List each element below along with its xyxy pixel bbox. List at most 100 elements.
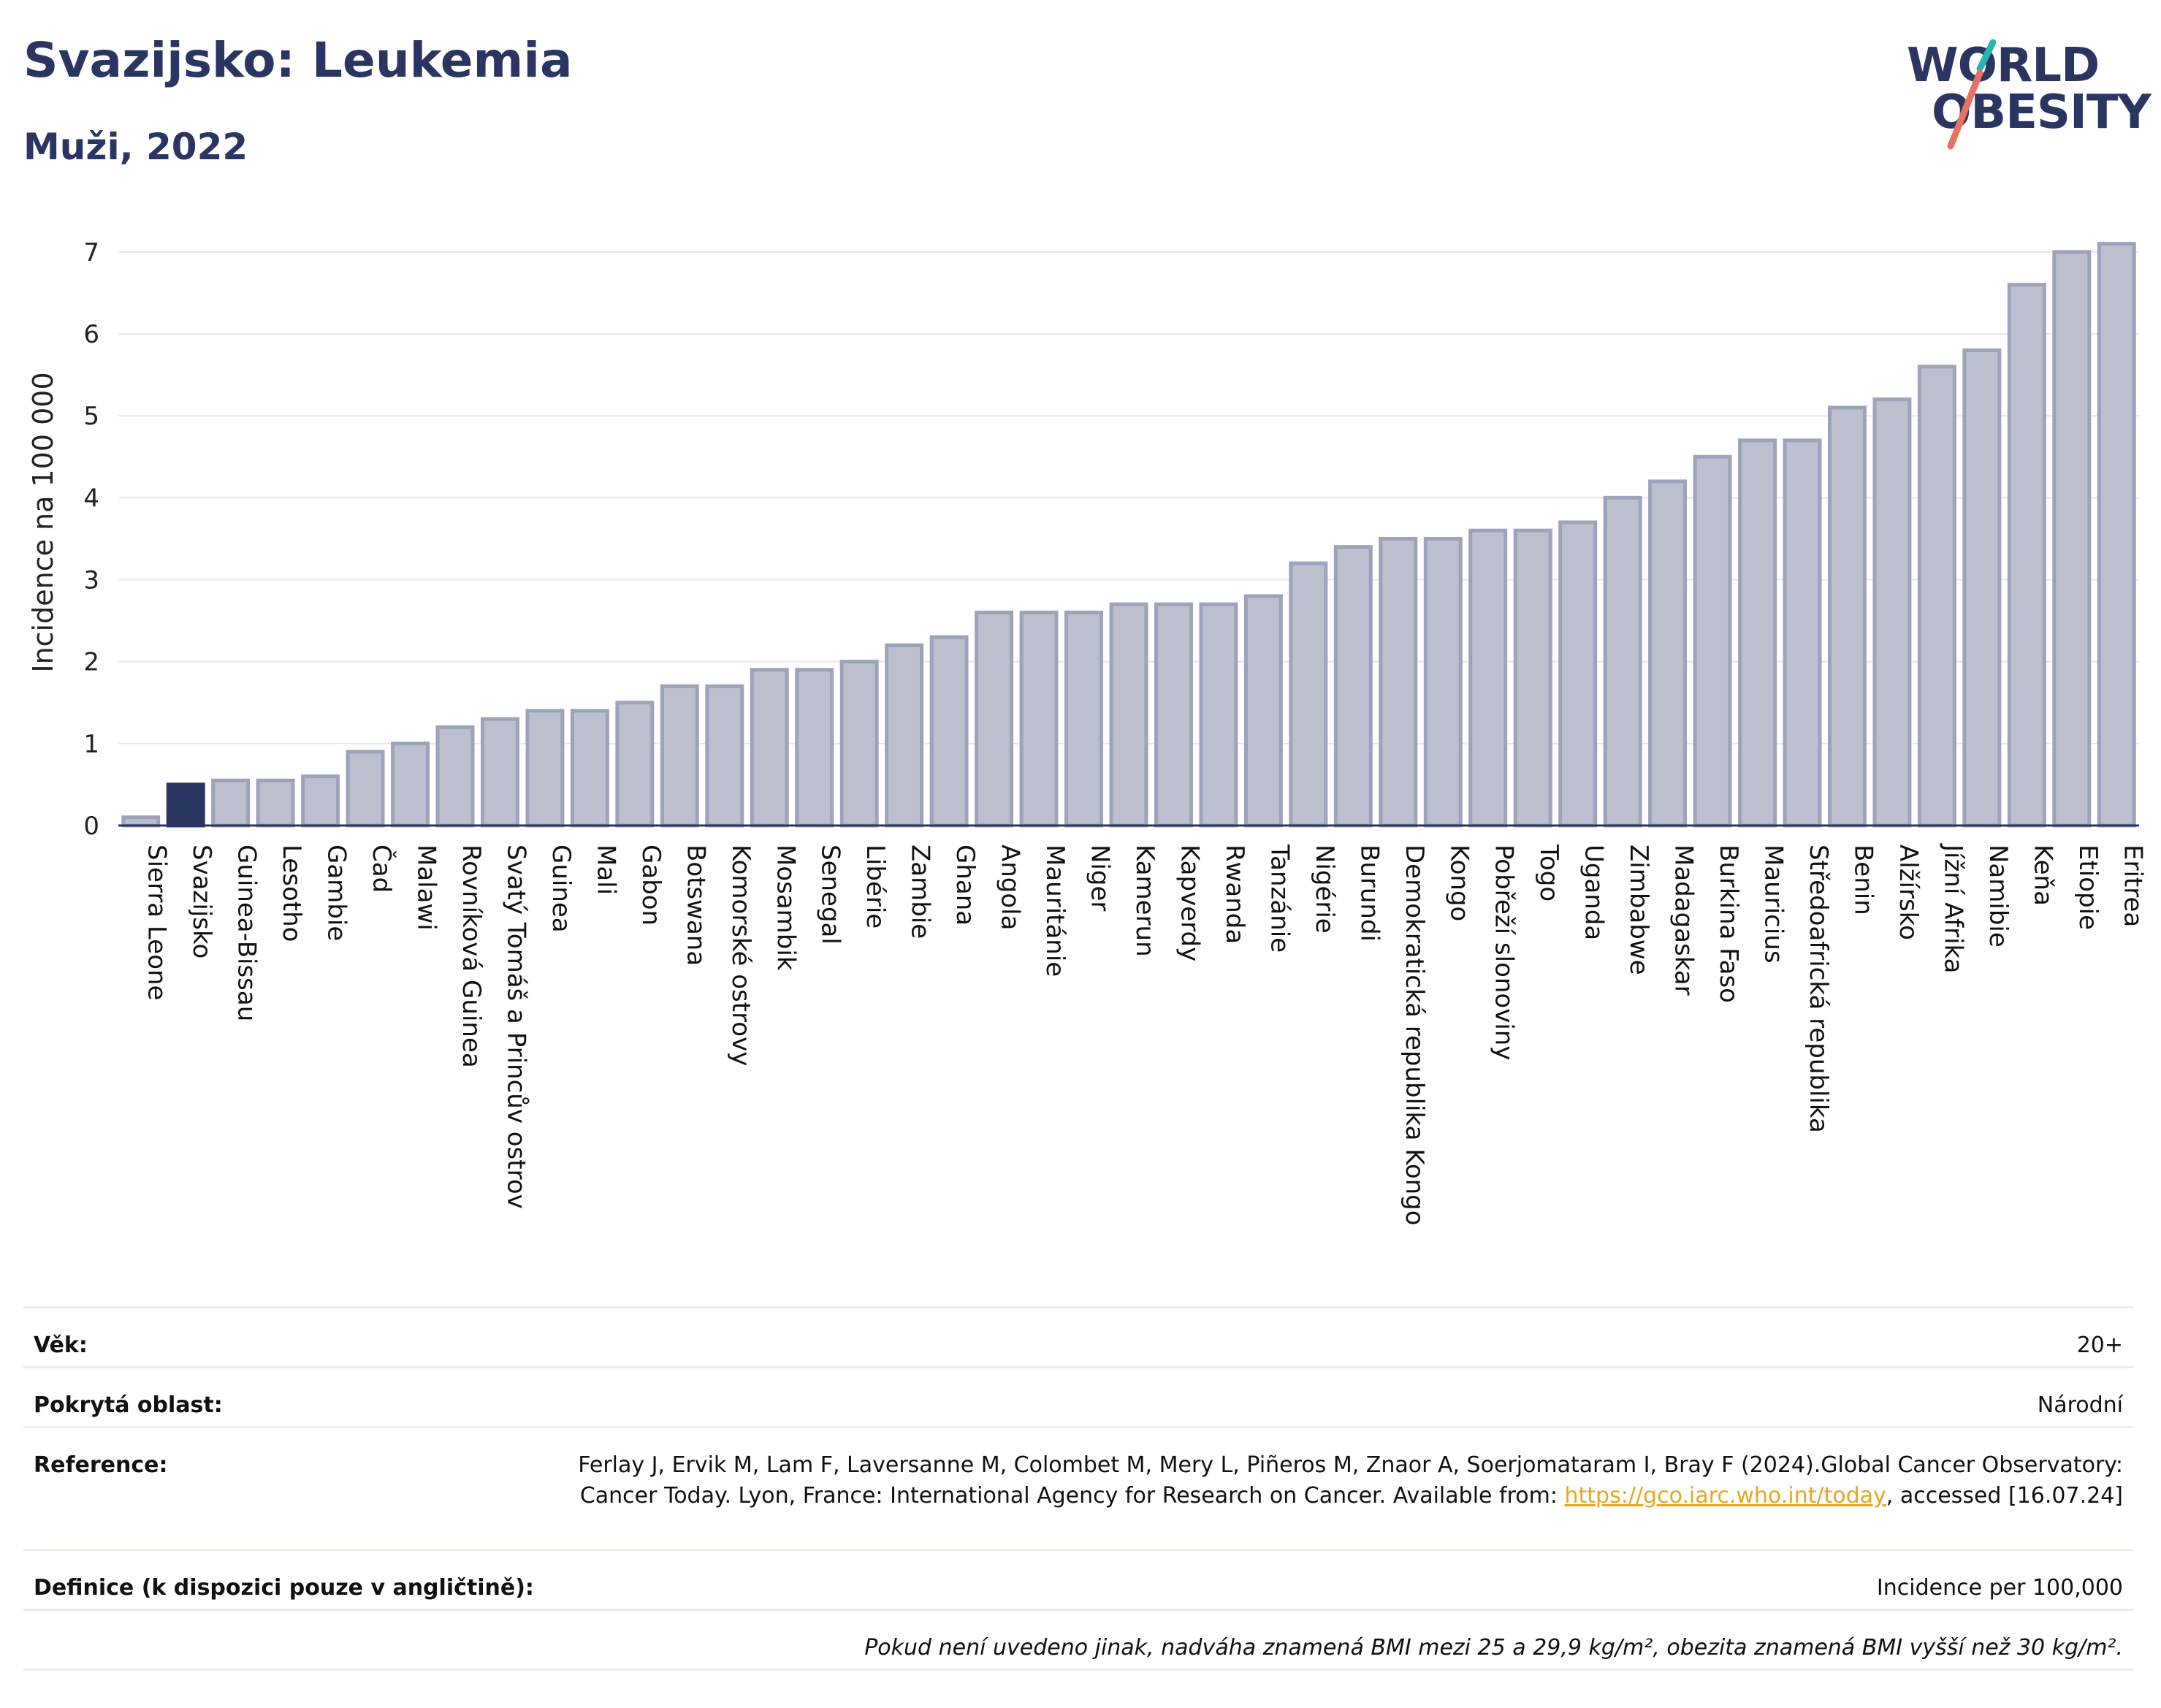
world-obesity-logo[interactable]: WORLD OBESITY [1907,22,2152,153]
bar[interactable] [525,709,565,828]
x-tick-label: Alžírsko [1894,845,1923,940]
info-row-definition: Definice (k dispozici pouze v angličtině… [23,1549,2133,1609]
reference-suffix: , accessed [16.07.24] [1886,1483,2123,1509]
x-tick-label: Rwanda [1220,845,1249,944]
bar[interactable] [1513,528,1552,828]
x-tick-label: Burundi [1354,845,1384,942]
x-tick-label: Mali [591,845,620,895]
bar[interactable] [1558,520,1598,828]
bar[interactable] [1379,536,1418,828]
reference-text: Ferlay J, Ervik M, Lam F, Laversanne M, … [578,1452,2123,1509]
bar[interactable] [660,684,699,828]
bar[interactable] [2097,242,2136,828]
bar[interactable] [1872,397,1912,828]
bar[interactable] [1738,438,1777,828]
info-table: Věk: 20+ Pokrytá oblast: Národní Referen… [23,1306,2133,1671]
bar[interactable] [211,778,251,828]
bar[interactable] [975,610,1014,828]
info-row-area: Pokrytá oblast: Národní [23,1366,2133,1426]
bar[interactable] [480,717,519,828]
x-tick-label: Kamerun [1130,845,1159,957]
definition-value: Incidence per 100,000 [1876,1575,2123,1601]
bar[interactable] [1603,495,1642,828]
bar[interactable] [1423,536,1463,828]
info-table-end [23,1669,2133,1671]
y-tick-label: 7 [83,238,99,267]
x-tick-label: Jížní Afrika [1938,843,1967,974]
bar[interactable] [795,668,834,828]
bar[interactable] [1648,479,1688,828]
bar[interactable] [1019,610,1059,828]
y-tick-label: 1 [83,730,99,759]
bar[interactable] [391,741,430,828]
bar[interactable] [1962,348,2002,828]
x-tick-label: Togo [1534,844,1563,901]
y-tick-label: 3 [83,566,99,595]
x-tick-label: Kongo [1444,845,1474,921]
bar[interactable] [1333,545,1373,828]
bar[interactable] [2052,250,2092,828]
bar[interactable] [1109,602,1148,828]
bar[interactable] [2007,283,2046,828]
definition-label: Definice (k dispozici pouze v angličtině… [34,1575,534,1601]
bar[interactable] [1827,405,1867,828]
x-tick-label: Tanzánie [1265,844,1294,953]
bar[interactable] [301,774,340,828]
x-tick-label: Gambie [322,845,351,941]
bar[interactable] [1783,438,1822,828]
x-tick-label: Nigérie [1310,845,1339,934]
x-tick-label: Madagaskar [1669,845,1699,996]
bar[interactable] [705,684,744,828]
bar[interactable] [256,778,295,828]
bar[interactable] [435,725,475,828]
x-tick-label: Rovníková Guinea [457,845,486,1068]
bar[interactable] [1693,454,1732,828]
info-row-note: Pokud není uvedeno jinak, nadváha znamen… [23,1609,2133,1669]
reference-label: Reference: [34,1452,168,1478]
area-label: Pokrytá oblast: [34,1392,223,1418]
bar[interactable] [1289,561,1328,828]
bar[interactable] [1064,610,1104,828]
x-tick-label: Lesotho [277,845,306,942]
x-tick-label: Malawi [412,845,441,931]
x-tick-label: Gabon [636,845,666,926]
x-tick-label: Libérie [861,845,890,929]
x-tick-label: Demokratická republika Kongo [1400,845,1429,1226]
x-tick-label: Niger [1086,845,1115,911]
bar[interactable] [346,750,385,828]
bar[interactable] [1917,365,1956,828]
bar[interactable] [929,635,969,828]
x-tick-label: Benin [1848,845,1878,915]
reference-value: Ferlay J, Ervik M, Lam F, Laversanne M, … [574,1450,2123,1511]
x-tick-label: Guinea-Bissau [232,845,262,1021]
bar[interactable] [615,701,655,828]
bar-highlighted[interactable] [166,782,205,828]
x-tick-label: Čad [367,845,397,893]
age-value: 20+ [2076,1333,2123,1358]
logo-line1: WORLD [1907,39,2100,93]
y-tick-label: 0 [83,812,99,841]
bar[interactable] [121,815,161,828]
bar-chart: 0 1 2 3 4 5 6 7 Sierra Leone Svazijsko Guinea-Bis… [27,238,2147,1226]
y-tick-label: 2 [83,648,99,677]
bar[interactable] [839,660,879,828]
y-tick-label: 4 [83,484,99,513]
x-tick-label: Keňa [2028,845,2057,906]
x-tick-label: Guinea [546,845,576,933]
bar[interactable] [1199,602,1238,828]
y-axis-ticks: 0 1 2 3 4 5 6 7 [83,238,99,841]
x-tick-label: Uganda [1579,845,1609,940]
x-tick-label: Ghana [950,845,980,926]
logo-slash-icon [1947,39,1997,150]
y-tick-label: 6 [83,320,99,349]
bar[interactable] [750,668,789,828]
bar[interactable] [570,709,609,828]
bar[interactable] [1154,602,1193,828]
bar[interactable] [1243,594,1283,828]
x-tick-label: Botswana [681,845,710,966]
bar[interactable] [1468,528,1508,828]
x-tick-label: Komorské ostrovy [726,845,755,1066]
reference-link[interactable]: https://gco.iarc.who.int/today [1564,1483,1886,1509]
bar[interactable] [885,643,924,828]
x-tick-label: Kapverdy [1175,845,1204,961]
